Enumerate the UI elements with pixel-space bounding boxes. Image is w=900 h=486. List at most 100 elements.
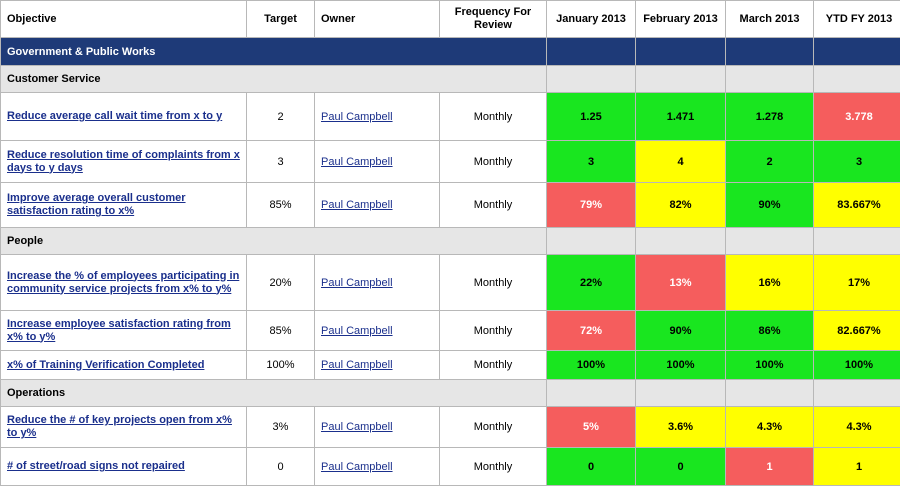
column-header-target[interactable]: Target [247, 1, 315, 38]
section-row: Government & Public Works [1, 38, 900, 66]
mar-value-cell: 86% [726, 311, 814, 351]
target-cell: 100% [247, 351, 315, 380]
group-cell [814, 380, 900, 407]
target-cell: 3% [247, 407, 315, 448]
frequency-cell: Monthly [440, 141, 547, 183]
target-cell: 85% [247, 183, 315, 228]
frequency-cell: Monthly [440, 255, 547, 311]
owner-link[interactable]: Paul Campbell [321, 111, 393, 123]
group-cell [636, 66, 726, 93]
frequency-cell: Monthly [440, 448, 547, 486]
column-header-january[interactable]: January 2013 [547, 1, 636, 38]
owner-cell: Paul Campbell [315, 351, 440, 380]
mar-value-cell: 1.278 [726, 93, 814, 141]
owner-cell: Paul Campbell [315, 255, 440, 311]
objective-link[interactable]: Reduce average call wait time from x to … [7, 110, 240, 123]
feb-value-cell: 1.471 [636, 93, 726, 141]
frequency-cell: Monthly [440, 351, 547, 380]
objective-cell: Reduce average call wait time from x to … [1, 93, 247, 141]
objective-cell: Improve average overall customer satisfa… [1, 183, 247, 228]
objective-link[interactable]: x% of Training Verification Completed [7, 359, 240, 372]
jan-value-cell: 79% [547, 183, 636, 228]
objective-cell: # of street/road signs not repaired [1, 448, 247, 486]
feb-value-cell: 13% [636, 255, 726, 311]
section-cell [814, 38, 900, 66]
objective-link[interactable]: Reduce the # of key projects open from x… [7, 414, 240, 440]
mar-value-cell: 1 [726, 448, 814, 486]
frequency-cell: Monthly [440, 407, 547, 448]
group-row-operations: Operations [1, 380, 900, 407]
mar-value-cell: 2 [726, 141, 814, 183]
jan-value-cell: 3 [547, 141, 636, 183]
objective-link[interactable]: Increase the % of employees participatin… [7, 270, 240, 296]
column-header-ytd[interactable]: YTD FY 2013 [814, 1, 900, 38]
owner-link[interactable]: Paul Campbell [321, 325, 393, 337]
objective-cell: Reduce resolution time of complaints fro… [1, 141, 247, 183]
jan-value-cell: 100% [547, 351, 636, 380]
frequency-cell: Monthly [440, 311, 547, 351]
jan-value-cell: 0 [547, 448, 636, 486]
mar-value-cell: 16% [726, 255, 814, 311]
mar-value-cell: 100% [726, 351, 814, 380]
group-row-people: People [1, 228, 900, 255]
target-cell: 2 [247, 93, 315, 141]
group-title: Customer Service [1, 66, 547, 93]
group-cell [814, 228, 900, 255]
ytd-value-cell: 100% [814, 351, 900, 380]
group-cell [547, 66, 636, 93]
objective-cell: Increase the % of employees participatin… [1, 255, 247, 311]
jan-value-cell: 22% [547, 255, 636, 311]
target-cell: 20% [247, 255, 315, 311]
owner-cell: Paul Campbell [315, 93, 440, 141]
owner-link[interactable]: Paul Campbell [321, 421, 393, 433]
ytd-value-cell: 4.3% [814, 407, 900, 448]
feb-value-cell: 0 [636, 448, 726, 486]
target-cell: 0 [247, 448, 315, 486]
owner-link[interactable]: Paul Campbell [321, 359, 393, 371]
section-cell [726, 38, 814, 66]
group-title: Operations [1, 380, 547, 407]
group-row-customer-service: Customer Service [1, 66, 900, 93]
jan-value-cell: 72% [547, 311, 636, 351]
column-header-frequency[interactable]: Frequency For Review [440, 1, 547, 38]
group-cell [814, 66, 900, 93]
jan-value-cell: 5% [547, 407, 636, 448]
target-cell: 85% [247, 311, 315, 351]
ytd-value-cell: 3 [814, 141, 900, 183]
feb-value-cell: 4 [636, 141, 726, 183]
column-header-february[interactable]: February 2013 [636, 1, 726, 38]
owner-link[interactable]: Paul Campbell [321, 156, 393, 168]
table-row: Increase the % of employees participatin… [1, 255, 900, 311]
owner-cell: Paul Campbell [315, 183, 440, 228]
objective-cell: Reduce the # of key projects open from x… [1, 407, 247, 448]
owner-link[interactable]: Paul Campbell [321, 277, 393, 289]
column-header-march[interactable]: March 2013 [726, 1, 814, 38]
ytd-value-cell: 17% [814, 255, 900, 311]
objective-cell: x% of Training Verification Completed [1, 351, 247, 380]
group-cell [726, 380, 814, 407]
jan-value-cell: 1.25 [547, 93, 636, 141]
objective-link[interactable]: Increase employee satisfaction rating fr… [7, 318, 240, 344]
owner-cell: Paul Campbell [315, 311, 440, 351]
table-row: Reduce average call wait time from x to … [1, 93, 900, 141]
owner-link[interactable]: Paul Campbell [321, 461, 393, 473]
owner-cell: Paul Campbell [315, 407, 440, 448]
owner-cell: Paul Campbell [315, 141, 440, 183]
objective-link[interactable]: # of street/road signs not repaired [7, 460, 240, 473]
objective-cell: Increase employee satisfaction rating fr… [1, 311, 247, 351]
owner-cell: Paul Campbell [315, 448, 440, 486]
objective-link[interactable]: Reduce resolution time of complaints fro… [7, 149, 240, 175]
owner-link[interactable]: Paul Campbell [321, 199, 393, 211]
table-row: Reduce resolution time of complaints fro… [1, 141, 900, 183]
header-row: Objective Target Owner Frequency For Rev… [1, 1, 900, 38]
frequency-cell: Monthly [440, 93, 547, 141]
objective-link[interactable]: Improve average overall customer satisfa… [7, 192, 240, 218]
column-header-owner[interactable]: Owner [315, 1, 440, 38]
feb-value-cell: 82% [636, 183, 726, 228]
column-header-objective[interactable]: Objective [1, 1, 247, 38]
feb-value-cell: 100% [636, 351, 726, 380]
group-cell [547, 228, 636, 255]
table-row: x% of Training Verification Completed 100… [1, 351, 900, 380]
ytd-value-cell: 3.778 [814, 93, 900, 141]
